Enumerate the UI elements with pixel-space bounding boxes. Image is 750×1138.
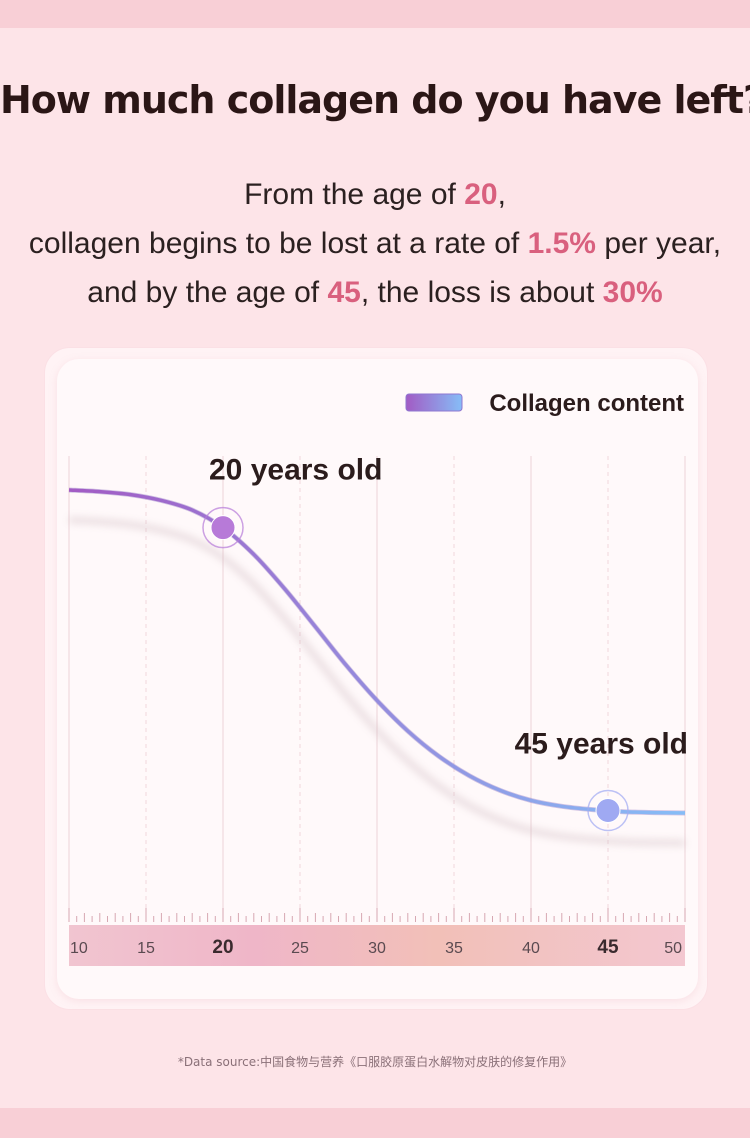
marker-dot [210,515,236,541]
intro-line-2-prefix: collagen begins to be lost at a rate of [28,227,528,260]
intro-text: From the age of 20, collagen begins to b… [0,170,750,317]
x-tick-label: 25 [291,940,309,957]
curve-shadow [68,517,686,846]
intro-line-3-prefix: and by the age of [87,276,328,309]
x-tick-label: 20 [212,937,233,958]
intro-age-20: 20 [464,178,498,211]
top-band [0,0,750,28]
intro-rate: 1.5% [527,227,596,260]
annotation-label: 45 years old [515,727,688,760]
intro-line-1-prefix: From the age of [244,178,465,211]
intro-line-1: From the age of 20, [0,170,750,219]
intro-loss: 30% [602,276,663,309]
intro-line-3-mid: , the loss is about [360,276,603,309]
collagen-curve [68,488,686,815]
legend-swatch [405,393,463,412]
intro-line-3: and by the age of 45, the loss is about … [0,268,750,317]
marker-dot [595,797,621,823]
x-tick-label: 15 [137,940,155,957]
data-source: *Data source:中国食物与营养《口服胶原蛋白水解物对皮肤的修复作用》 [177,1055,573,1069]
x-tick-label: 30 [368,940,386,957]
intro-line-2: collagen begins to be lost at a rate of … [0,219,750,268]
x-tick-label: 10 [70,940,88,957]
x-tick-label: 45 [597,937,619,958]
page-title: How much collagen do you have left? [0,78,750,122]
axis-band [69,925,685,966]
legend-label: Collagen content [489,390,684,417]
annotation-label: 20 years old [209,454,382,487]
intro-age-45: 45 [327,276,361,309]
marker-ring [587,789,629,832]
bottom-band [0,1108,750,1138]
x-tick-label: 50 [664,940,682,957]
marker-layer: 20 years old 45 years old [202,454,688,832]
x-axis: 10 15 20 25 30 35 40 45 50 [68,908,686,966]
x-tick-label: 35 [445,940,463,957]
intro-line-2-suffix: per year, [595,227,722,260]
intro-line-1-suffix: , [497,178,506,211]
x-tick-label: 40 [522,940,540,957]
legend: Collagen content [405,390,684,417]
marker-ring [202,506,244,549]
